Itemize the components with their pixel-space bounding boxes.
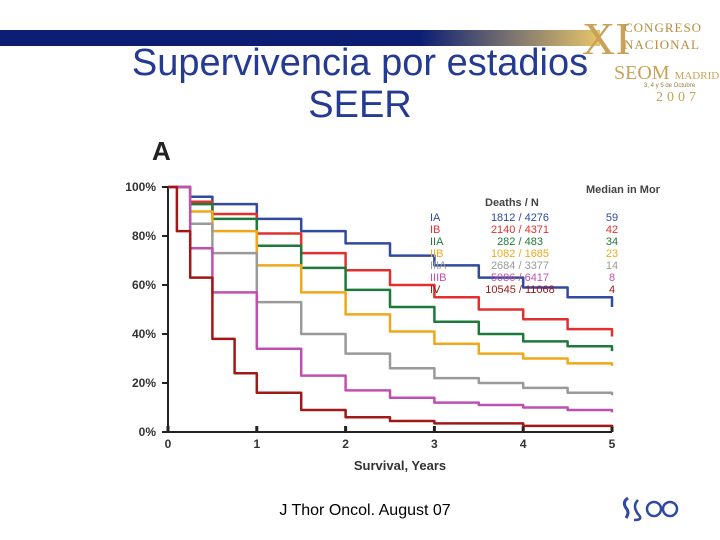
legend-stage-iib: IIB [430, 248, 443, 260]
legend-stage-iiia: IIIA [430, 260, 447, 272]
legend-median-iiia: 14 [606, 260, 618, 272]
logo-dates: 3, 4 y 5 de Octubre [644, 83, 696, 89]
legend-stage-ib: IB [430, 224, 440, 236]
logo-congreso: CONGRESO [624, 20, 703, 35]
legend-median-iia: 34 [606, 236, 618, 248]
legend-deaths-iiia: 2684 / 3377 [491, 260, 549, 272]
y-tick-label: 80% [132, 229, 156, 243]
logo-seom-madrid: SEOM MADRID [614, 62, 719, 85]
legend-deaths-iib: 1082 / 1685 [491, 248, 549, 260]
y-tick-label: 60% [132, 278, 156, 292]
x-tick-label: 5 [609, 437, 616, 451]
x-axis-label: Survival, Years [354, 458, 446, 473]
logo-city: MADRID [674, 70, 720, 82]
chart-series [168, 185, 614, 428]
title-bar-stripe [0, 30, 600, 46]
legend-deaths-iia: 282 / 483 [497, 236, 543, 248]
y-tick-label: 100% [125, 180, 156, 194]
series-line-iv [168, 185, 614, 428]
legend-median-iiib: 8 [609, 272, 615, 284]
chart-legend: Deaths / N Median in Months IA 1812 / 427… [430, 184, 660, 296]
survival-chart: A 0 1 2 3 4 50%20%40%60%80%100% Deaths / N Me… [125, 136, 660, 473]
legend-median-ib: 42 [606, 224, 618, 236]
legend-stage-iv: IV [430, 284, 441, 296]
x-tick-label: 1 [253, 437, 260, 451]
legend-stage-ia: IA [430, 212, 441, 224]
x-tick-label: 4 [520, 437, 527, 451]
y-tick-label: 0% [139, 425, 157, 439]
legend-deaths-iv: 10545 / 11068 [485, 284, 555, 296]
logo-year: 2007 [656, 90, 700, 105]
x-tick-label: 3 [431, 437, 438, 451]
series-line-iiia [168, 185, 614, 396]
legend-median-iib: 23 [606, 248, 618, 260]
y-tick-label: 40% [132, 327, 156, 341]
logo-nacional: NACIONAL [624, 37, 700, 52]
congress-logo: XI CONGRESO NACIONAL SEOM MADRID 3, 4 y … [580, 10, 720, 106]
x-tick-label: 2 [342, 437, 349, 451]
title-line-1: Supervivencia por estadios [131, 42, 589, 84]
legend-deaths-ia: 1812 / 4276 [491, 212, 549, 224]
legend-header-deaths: Deaths / N [485, 197, 539, 209]
slide-title: Supervivencia por estadios SEER [110, 42, 610, 126]
citation: J Thor Oncol. August 07 [279, 502, 451, 519]
seom-logo-icon [622, 496, 679, 522]
legend-median-ia: 59 [606, 212, 618, 224]
legend-stage-iiib: IIIB [430, 272, 447, 284]
chart-axes: 0 1 2 3 4 50%20%40%60%80%100% [125, 180, 615, 451]
legend-deaths-iiib: 5086 / 6417 [491, 272, 549, 284]
legend-header-median: Median in Months [586, 184, 660, 196]
legend-deaths-ib: 2140 / 4371 [491, 224, 549, 236]
logo-brand: SEOM [614, 62, 670, 84]
y-tick-label: 20% [132, 376, 156, 390]
panel-label: A [152, 136, 171, 166]
logo-roman-numeral: XI [582, 13, 631, 64]
legend-median-iv: 4 [609, 284, 615, 296]
x-tick-label: 0 [165, 437, 172, 451]
title-line-2: SEER [308, 84, 412, 126]
legend-stage-iia: IIA [430, 236, 444, 248]
